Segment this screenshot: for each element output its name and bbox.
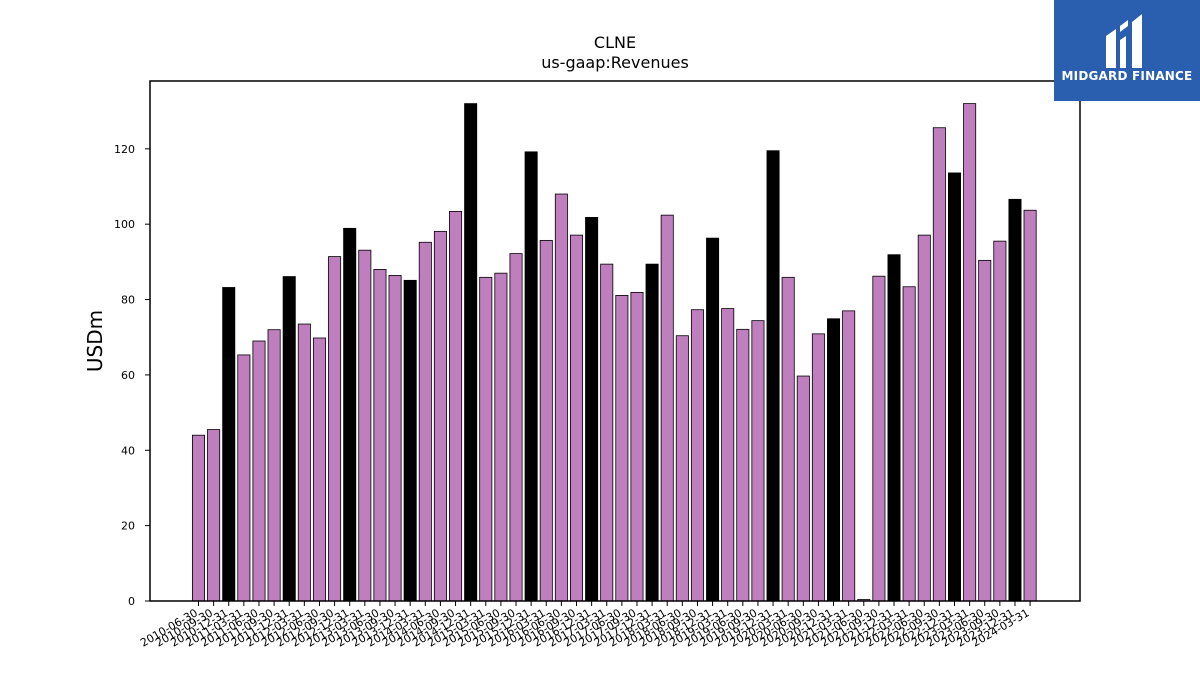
bar-2010-06-30 xyxy=(191,434,205,602)
y-tick-label: 120 xyxy=(114,143,135,156)
bar-2023-06-30 xyxy=(978,259,992,602)
chart-title: CLNE xyxy=(594,33,636,52)
bar-2014-09-30 xyxy=(449,210,463,602)
bar-2015-09-30 xyxy=(509,253,523,602)
bar-2023-03-31 xyxy=(963,103,977,602)
bar-2011-12-31 xyxy=(282,276,296,602)
midgard-finance-logo: MIDGARD FINANCE xyxy=(1054,0,1200,101)
midgard-logo-mark-icon xyxy=(1106,14,1142,68)
bar-2014-12-31 xyxy=(464,103,478,602)
bar-2024-03-31 xyxy=(1023,209,1037,602)
bar-2023-09-30 xyxy=(993,240,1007,602)
bar-2022-06-30 xyxy=(917,234,931,602)
y-tick-label: 80 xyxy=(121,294,135,307)
bar-2010-09-30 xyxy=(207,429,221,602)
x-axis-ticks: 2010-06-302010-09-302010-12-312011-03-31… xyxy=(138,601,1032,650)
y-axis-ticks: 0 20 40 60 80 100 120 xyxy=(114,143,150,608)
bar-2021-12-31 xyxy=(887,254,901,602)
bar-2019-12-31 xyxy=(766,150,780,602)
y-tick-label: 20 xyxy=(121,520,135,533)
bar-2012-03-31 xyxy=(297,323,311,602)
bar-2020-12-31 xyxy=(827,318,841,602)
bar-2017-09-30 xyxy=(630,291,644,602)
bar-2015-06-30 xyxy=(494,272,508,602)
bar-series xyxy=(191,103,1037,602)
bar-2019-09-30 xyxy=(751,320,765,602)
bar-2022-12-31 xyxy=(948,172,962,602)
bar-2018-03-31 xyxy=(660,214,674,602)
bar-2013-09-30 xyxy=(388,275,402,602)
bar-2015-03-31 xyxy=(479,276,493,602)
bar-2014-03-31 xyxy=(418,241,432,602)
bar-2018-09-30 xyxy=(690,309,704,602)
bar-2016-03-31 xyxy=(539,239,553,602)
bar-2015-12-31 xyxy=(524,151,538,602)
bar-2013-03-31 xyxy=(358,249,372,602)
bar-2019-06-30 xyxy=(736,328,750,602)
y-tick-label: 40 xyxy=(121,444,135,457)
y-tick-label: 60 xyxy=(121,369,135,382)
bar-2017-06-30 xyxy=(615,295,629,602)
bar-2016-12-31 xyxy=(585,217,599,602)
bar-2017-12-31 xyxy=(645,263,659,602)
bar-2020-06-30 xyxy=(796,375,810,602)
plot-frame xyxy=(149,80,1081,602)
bar-2019-03-31 xyxy=(721,308,735,602)
bar-2012-09-30 xyxy=(328,256,342,602)
bar-2013-06-30 xyxy=(373,269,387,602)
bar-2012-12-31 xyxy=(343,227,357,602)
y-tick-label: 100 xyxy=(114,218,135,231)
bar-2021-03-31 xyxy=(842,310,856,602)
bar-2011-03-31 xyxy=(237,354,251,602)
bar-2020-03-31 xyxy=(781,276,795,602)
bar-2022-09-30 xyxy=(932,127,946,602)
bar-2011-06-30 xyxy=(252,340,266,602)
y-axis-label: USDm xyxy=(83,310,107,372)
bar-2016-09-30 xyxy=(570,234,584,602)
bar-2018-12-31 xyxy=(706,237,720,602)
bar-2023-12-31 xyxy=(1008,198,1022,602)
bar-2010-12-31 xyxy=(222,287,236,602)
bar-2018-06-30 xyxy=(675,335,689,602)
chart-subtitle: us-gaap:Revenues xyxy=(541,53,689,72)
bar-2017-03-31 xyxy=(600,263,614,602)
bar-2014-06-30 xyxy=(433,230,447,602)
bar-2022-03-31 xyxy=(902,286,916,602)
y-tick-label: 0 xyxy=(128,595,135,608)
bar-2012-06-30 xyxy=(312,337,326,602)
logo-text: MIDGARD FINANCE xyxy=(1061,69,1193,83)
bar-2013-12-31 xyxy=(403,279,417,602)
bar-2011-09-30 xyxy=(267,329,281,602)
bar-2016-06-30 xyxy=(554,193,568,602)
bar-2021-09-30 xyxy=(872,275,886,602)
bar-2020-09-30 xyxy=(811,333,825,602)
